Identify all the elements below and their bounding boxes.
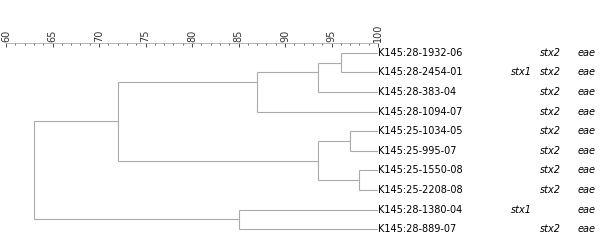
Text: K145:28-2454-01: K145:28-2454-01 xyxy=(378,67,463,77)
Text: K145:25-2208-08: K145:25-2208-08 xyxy=(378,185,463,195)
Text: eae: eae xyxy=(578,185,596,195)
Text: eae: eae xyxy=(578,224,596,234)
Text: K145:28-889-07: K145:28-889-07 xyxy=(378,224,456,234)
Text: stx2: stx2 xyxy=(540,107,561,117)
Text: K145:28-1094-07: K145:28-1094-07 xyxy=(378,107,463,117)
Text: stx2: stx2 xyxy=(540,185,561,195)
Text: stx2: stx2 xyxy=(540,224,561,234)
Text: eae: eae xyxy=(578,126,596,136)
Text: eae: eae xyxy=(578,48,596,58)
Text: stx1: stx1 xyxy=(511,67,532,77)
Text: eae: eae xyxy=(578,87,596,97)
Text: eae: eae xyxy=(578,205,596,215)
Text: eae: eae xyxy=(578,67,596,77)
Text: stx2: stx2 xyxy=(540,165,561,175)
Text: K145:28-1380-04: K145:28-1380-04 xyxy=(378,205,462,215)
Text: stx1: stx1 xyxy=(511,205,532,215)
Text: K145:28-383-04: K145:28-383-04 xyxy=(378,87,456,97)
Text: stx2: stx2 xyxy=(540,48,561,58)
Text: eae: eae xyxy=(578,107,596,117)
Text: eae: eae xyxy=(578,165,596,175)
Text: eae: eae xyxy=(578,146,596,156)
Text: stx2: stx2 xyxy=(540,87,561,97)
Text: K145:25-1034-05: K145:25-1034-05 xyxy=(378,126,463,136)
Text: stx2: stx2 xyxy=(540,146,561,156)
Text: K145:28-1932-06: K145:28-1932-06 xyxy=(378,48,463,58)
Text: stx2: stx2 xyxy=(540,67,561,77)
Text: K145:25-995-07: K145:25-995-07 xyxy=(378,146,457,156)
Text: stx2: stx2 xyxy=(540,126,561,136)
Text: K145:25-1550-08: K145:25-1550-08 xyxy=(378,165,463,175)
